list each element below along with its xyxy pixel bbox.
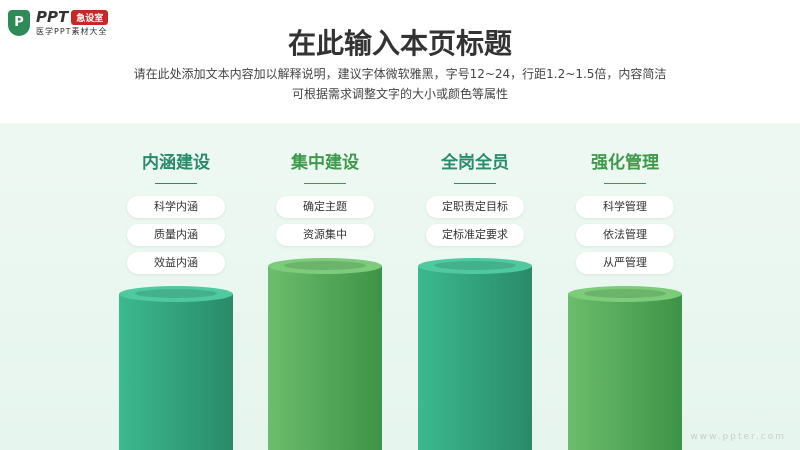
column-2: 集中建设确定主题资源集中 — [250, 148, 400, 252]
divider — [454, 183, 496, 184]
cylinder-2 — [268, 258, 382, 450]
shield-logo-icon: P — [8, 9, 30, 36]
column-1: 内涵建设科学内涵质量内涵效益内涵 — [101, 148, 251, 280]
column-item: 确定主题 — [276, 196, 374, 218]
column-item: 科学内涵 — [127, 196, 225, 218]
column-item: 依法管理 — [576, 224, 674, 246]
watermark: www.ppter.com — [690, 432, 786, 442]
column-title: 全岗全员 — [441, 153, 509, 173]
column-title: 强化管理 — [591, 153, 659, 173]
column-4: 强化管理科学管理依法管理从严管理 — [550, 148, 700, 280]
column-item: 质量内涵 — [127, 224, 225, 246]
column-item: 资源集中 — [276, 224, 374, 246]
cylinder-3 — [418, 258, 532, 450]
page-subtitle: 请在此处添加文本内容加以解释说明，建议字体微软雅黑，字号12~24，行距1.2~… — [0, 64, 800, 104]
cylinder-4 — [568, 286, 682, 450]
column-item: 从严管理 — [576, 252, 674, 274]
logo-subtitle: 医学PPT素材大全 — [36, 27, 108, 36]
divider — [604, 183, 646, 184]
logo: P PPT 急设室 医学PPT素材大全 — [8, 8, 109, 37]
logo-tag: 急设室 — [71, 9, 109, 25]
column-3: 全岗全员定职责定目标 定标准定要求 — [400, 148, 550, 252]
column-item: 定标准定要求 — [426, 224, 524, 246]
page-title: 在此输入本页标题 — [287, 27, 512, 60]
column-item: 定职责定目标 — [426, 196, 524, 218]
subtitle-line: 请在此处添加文本内容加以解释说明，建议字体微软雅黑，字号12~24，行距1.2~… — [133, 67, 667, 81]
divider — [304, 183, 346, 184]
cylinder-1 — [119, 286, 233, 450]
column-title: 内涵建设 — [142, 153, 210, 173]
logo-brand: PPT — [36, 8, 69, 26]
divider — [155, 183, 197, 184]
column-title: 集中建设 — [291, 153, 359, 173]
subtitle-line: 可根据需求调整文字的大小或颜色等属性 — [291, 87, 508, 101]
column-item: 效益内涵 — [127, 252, 225, 274]
column-item: 科学管理 — [576, 196, 674, 218]
